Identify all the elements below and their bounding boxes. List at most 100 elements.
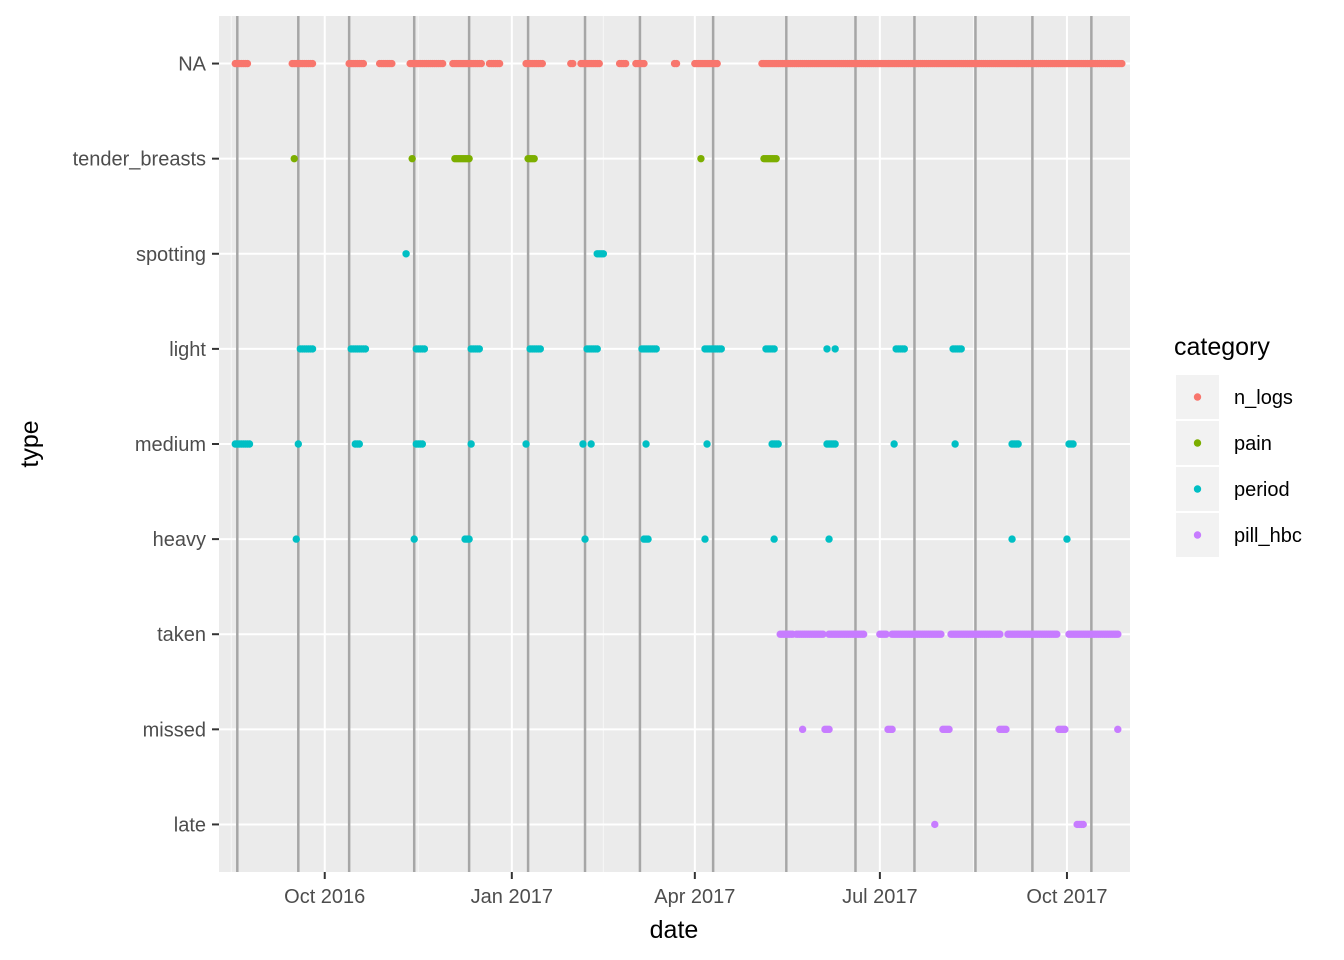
data-point [402, 250, 410, 258]
data-point [1114, 725, 1122, 734]
legend-swatch [1193, 439, 1202, 447]
y-tick-label: taken [157, 624, 206, 646]
data-point [900, 345, 908, 353]
y-tick-label: tender_breasts [73, 149, 206, 171]
data-point [388, 59, 396, 68]
data-point [672, 59, 681, 68]
data-point [622, 59, 630, 68]
data-point [1061, 725, 1069, 734]
y-tick-label: NA [178, 54, 206, 76]
data-point [465, 154, 473, 163]
data-point [593, 345, 601, 353]
y-tick-label: heavy [153, 529, 206, 551]
legend-title: category [1174, 333, 1270, 361]
x-axis-title: date [650, 916, 699, 944]
data-point [569, 59, 577, 68]
data-point [495, 59, 504, 68]
data-point [475, 345, 483, 353]
data-point [308, 59, 317, 68]
legend-label: n_logs [1234, 387, 1293, 409]
legend-swatch [1193, 393, 1202, 401]
data-point [530, 154, 538, 163]
y-axis: NA tender_breasts spotting light medium heavy… [73, 54, 219, 836]
data-point [308, 345, 317, 353]
data-point [713, 59, 721, 68]
x-tick-label: Oct 2016 [284, 886, 365, 908]
data-point [1002, 725, 1010, 734]
legend-label: pill_hbc [1234, 525, 1302, 547]
data-point [292, 535, 300, 543]
data-point [595, 59, 603, 68]
data-point [581, 535, 589, 543]
data-point [819, 630, 827, 638]
data-point [522, 440, 530, 448]
x-tick-label: Oct 2017 [1026, 886, 1107, 908]
data-point [770, 345, 778, 353]
data-point [536, 345, 544, 353]
data-point [361, 345, 370, 353]
data-point [825, 535, 833, 543]
data-point [717, 345, 725, 353]
data-point [410, 535, 418, 543]
data-point [770, 535, 778, 543]
data-point [1069, 440, 1077, 448]
y-tick-label: medium [135, 434, 206, 456]
data-point [408, 154, 416, 163]
data-point [467, 440, 475, 448]
y-tick-label: late [174, 814, 206, 836]
data-point [1118, 59, 1126, 68]
data-point [798, 725, 807, 734]
y-tick-label: light [169, 339, 206, 361]
data-point [477, 59, 486, 68]
data-point [642, 440, 650, 448]
data-point [245, 440, 254, 448]
data-point [888, 725, 896, 734]
data-point [1008, 535, 1016, 543]
data-point [1114, 630, 1122, 638]
data-point [652, 345, 660, 353]
data-point [243, 59, 252, 68]
data-point [957, 345, 965, 353]
y-tick-label: spotting [136, 244, 206, 266]
legend-label: period [1234, 479, 1290, 501]
data-point [438, 59, 447, 68]
data-point [1063, 535, 1071, 543]
data-point [890, 440, 898, 448]
data-point [294, 440, 303, 448]
x-tick-label: Jan 2017 [471, 886, 553, 908]
data-point [951, 440, 959, 448]
data-point [644, 535, 652, 543]
data-point [418, 440, 427, 448]
x-tick-label: Apr 2017 [654, 886, 735, 908]
legend-label: pain [1234, 433, 1272, 455]
legend-swatch [1193, 531, 1202, 539]
data-point [538, 59, 547, 68]
data-point [465, 535, 473, 543]
data-point [937, 630, 945, 638]
data-point [831, 345, 839, 353]
data-point [1014, 440, 1022, 448]
y-axis-title: type [16, 420, 44, 467]
data-point [587, 440, 595, 448]
data-point [825, 725, 833, 734]
y-tick-label: missed [143, 719, 206, 741]
data-point [831, 440, 839, 448]
data-point [882, 630, 890, 638]
data-point [355, 440, 364, 448]
data-point [290, 154, 298, 163]
data-point [1079, 820, 1087, 829]
data-point [945, 725, 953, 734]
data-point [772, 154, 780, 163]
data-point [599, 250, 608, 258]
data-point [359, 59, 368, 68]
data-points [231, 59, 1126, 829]
data-point [1053, 630, 1061, 638]
data-point [996, 630, 1004, 638]
data-point [931, 820, 939, 829]
data-point [579, 440, 587, 448]
x-tick-label: Jul 2017 [842, 886, 918, 908]
data-point [697, 154, 705, 163]
data-point [703, 440, 711, 448]
data-point [640, 59, 648, 68]
